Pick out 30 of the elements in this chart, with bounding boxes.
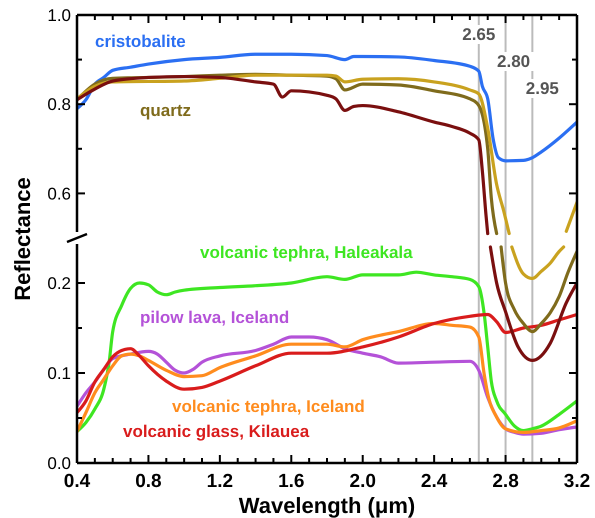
ref-line-label: 2.65 bbox=[462, 25, 496, 44]
y-axis-title: Reflectance bbox=[10, 177, 35, 301]
ref-line-label: 2.80 bbox=[497, 52, 530, 71]
x-tick-label: 2.8 bbox=[492, 471, 519, 492]
line-series bbox=[488, 245, 577, 362]
y-tick-label: 0.6 bbox=[47, 184, 71, 204]
line-series bbox=[77, 312, 577, 414]
x-tick-label: 2.0 bbox=[350, 471, 376, 492]
y-tick-label: 0.2 bbox=[47, 274, 71, 293]
x-tick-label: 1.2 bbox=[206, 471, 234, 492]
x-tick-label: 2.4 bbox=[420, 471, 448, 492]
x-tick-label: 3.2 bbox=[564, 471, 590, 492]
line-series bbox=[500, 245, 577, 334]
x-tick-label: 1.6 bbox=[278, 471, 304, 492]
x-tick-label: 0.8 bbox=[135, 471, 162, 492]
series-label: pilow lava, Iceland bbox=[140, 308, 290, 327]
x-axis-title: Wavelength (μm) bbox=[238, 493, 416, 518]
y-tick-label: 1.0 bbox=[47, 6, 71, 25]
series-label: cristobalite bbox=[95, 32, 186, 51]
y-tick-label: 0.8 bbox=[47, 95, 71, 114]
line-series bbox=[77, 52, 577, 162]
ref-line-label: 2.95 bbox=[526, 79, 559, 98]
text: volcanic glass, Kilauea bbox=[123, 422, 310, 441]
series-label: quartz bbox=[140, 101, 191, 120]
line-series bbox=[510, 245, 566, 280]
series-label: volcanic tephra, Haleakala bbox=[200, 243, 414, 262]
y-tick-label: 0.0 bbox=[47, 454, 71, 473]
series-label: volcanic tephra, Iceland bbox=[172, 397, 365, 416]
x-tick-label: 0.4 bbox=[64, 471, 91, 492]
y-tick-label: 0.1 bbox=[47, 364, 71, 383]
